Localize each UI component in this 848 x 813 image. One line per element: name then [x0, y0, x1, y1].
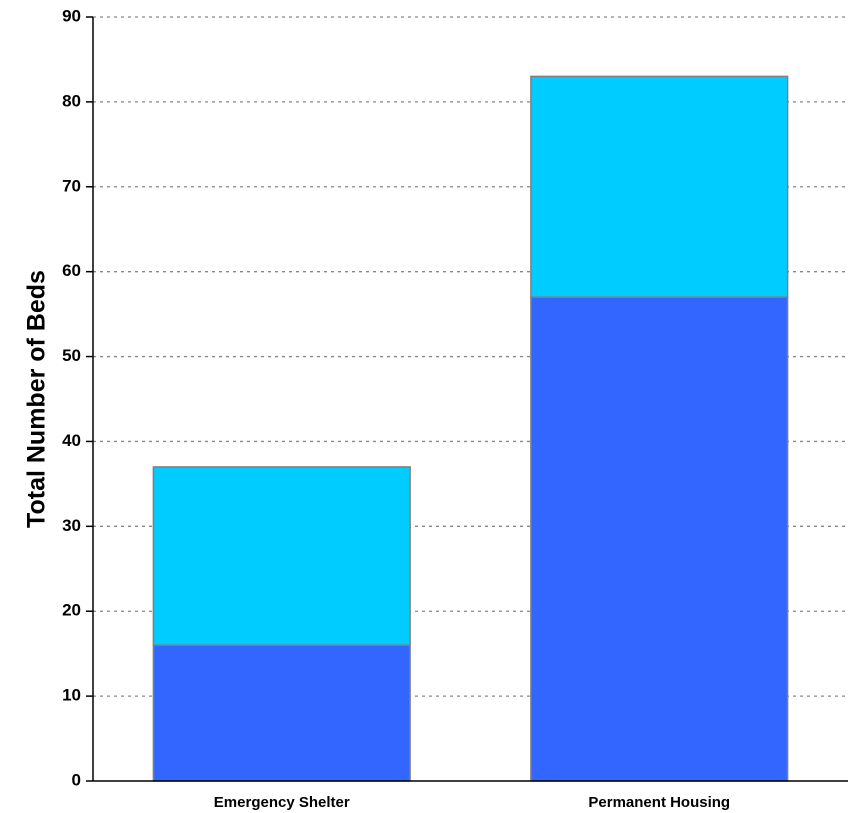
- bars: [152, 75, 789, 782]
- bar-segment: [152, 644, 411, 782]
- x-tick-label: Emergency Shelter: [214, 794, 350, 811]
- bar-segment: [530, 75, 789, 298]
- y-tick-label: 10: [62, 686, 81, 705]
- x-tick-labels: Emergency Shelter Permanent Housing: [214, 794, 730, 811]
- y-tick-label: 30: [62, 516, 81, 535]
- y-tick-label: 50: [62, 346, 81, 365]
- y-tick-label: 80: [62, 91, 81, 110]
- y-tick-label: 70: [62, 176, 81, 195]
- y-tick-label: 20: [62, 601, 81, 620]
- bar-segment: [152, 466, 411, 646]
- x-tick-label: Permanent Housing: [588, 794, 730, 811]
- y-tick-label: 60: [62, 261, 81, 280]
- axes: [92, 17, 848, 782]
- y-tick-label: 90: [62, 6, 81, 25]
- y-tick-label: 40: [62, 431, 81, 450]
- y-tick-label: 0: [72, 770, 81, 789]
- y-tick-labels: 0 10 20 30 40 50 60 70 80 90: [62, 6, 93, 789]
- y-axis-title: Total Number of Beds: [23, 270, 51, 528]
- bar-segment: [530, 296, 789, 782]
